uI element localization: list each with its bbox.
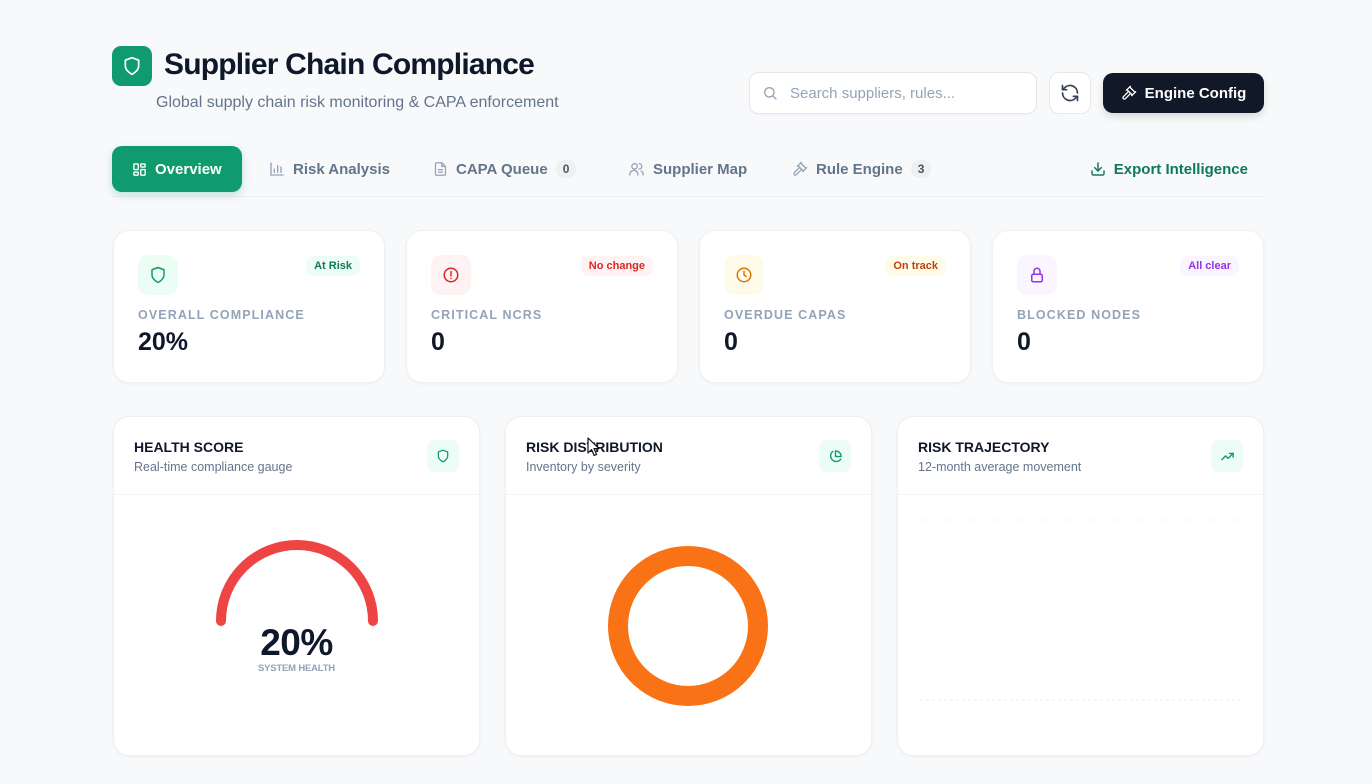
panel-subtitle: Real-time compliance gauge	[134, 460, 293, 474]
donut-ring	[608, 546, 768, 706]
search-box[interactable]	[749, 72, 1037, 114]
app-logo	[112, 46, 152, 86]
gavel-icon	[793, 161, 808, 176]
stat-value: 20%	[138, 328, 189, 356]
stat-label: CRITICAL NCRS	[431, 308, 543, 322]
bar-chart-icon	[270, 162, 284, 176]
gauge-arc	[216, 540, 378, 626]
status-badge: All clear	[1180, 256, 1239, 276]
shield-icon	[124, 56, 140, 76]
panel-header: HEALTH SCORE Real-time compliance gauge	[114, 417, 479, 495]
stat-value: 0	[1017, 328, 1031, 356]
shield-icon	[437, 449, 449, 463]
stat-card-critical-ncrs: No change CRITICAL NCRS 0	[406, 230, 678, 383]
panel-icon-box	[1211, 440, 1243, 472]
tab-capa-queue[interactable]: CAPA Queue 0	[433, 146, 577, 192]
app-root: Supplier Chain Compliance Global supply …	[112, 0, 1264, 756]
panel-icon-box	[427, 440, 459, 472]
stat-label: BLOCKED NODES	[1017, 308, 1142, 322]
rule-engine-count-badge: 3	[910, 160, 932, 178]
risk-trajectory-panel: RISK TRAJECTORY 12-month average movemen…	[897, 416, 1264, 756]
risk-donut-chart	[608, 546, 768, 706]
trending-up-icon	[1220, 452, 1234, 460]
mouse-cursor-icon	[587, 437, 600, 457]
stat-icon-box	[1017, 255, 1057, 295]
document-icon	[434, 162, 447, 176]
tab-label: CAPA Queue	[456, 160, 548, 178]
alert-circle-icon	[443, 267, 459, 283]
clock-icon	[736, 267, 752, 283]
search-input[interactable]	[790, 84, 1020, 102]
stat-card-blocked-nodes: All clear BLOCKED NODES 0	[992, 230, 1264, 383]
search-icon	[764, 87, 777, 100]
panel-subtitle: Inventory by severity	[526, 460, 641, 474]
engine-config-button[interactable]: Engine Config	[1103, 73, 1264, 113]
status-badge: On track	[885, 256, 946, 276]
stat-card-overall-compliance: At Risk OVERALL COMPLIANCE 20%	[113, 230, 385, 383]
tab-label: Overview	[155, 160, 222, 178]
health-score-panel: HEALTH SCORE Real-time compliance gauge …	[113, 416, 480, 756]
tab-label: Supplier Map	[653, 160, 748, 178]
risk-distribution-panel: RISK DISTRIBUTION Inventory by severity	[505, 416, 872, 756]
tab-bar: Overview Risk Analysis CAPA Queue 0 Supp…	[112, 146, 1264, 197]
panel-icon-box	[819, 440, 851, 472]
download-icon	[1091, 162, 1105, 176]
stat-label: OVERALL COMPLIANCE	[138, 308, 305, 322]
stat-card-overdue-capas: On track OVERDUE CAPAS 0	[699, 230, 971, 383]
capa-queue-count-badge: 0	[555, 160, 577, 178]
panel-subtitle: 12-month average movement	[918, 460, 1082, 474]
refresh-icon	[1061, 84, 1079, 102]
page-title: Supplier Chain Compliance	[164, 48, 535, 81]
stat-label: OVERDUE CAPAS	[724, 308, 847, 322]
stat-value: 0	[431, 328, 445, 356]
stat-value: 0	[724, 328, 738, 356]
tab-overview[interactable]: Overview	[112, 146, 242, 192]
pie-chart-icon	[829, 449, 842, 462]
shield-icon	[151, 266, 165, 284]
export-intelligence-button[interactable]: Export Intelligence	[1090, 146, 1248, 192]
status-badge: At Risk	[306, 256, 360, 276]
status-badge: No change	[580, 256, 653, 276]
gauge-value: 20%	[260, 622, 333, 663]
panel-title: RISK TRAJECTORY	[918, 439, 1050, 455]
gavel-icon	[1121, 85, 1137, 100]
health-gauge	[216, 540, 378, 626]
tab-supplier-map[interactable]: Supplier Map	[628, 146, 747, 192]
tab-label: Risk Analysis	[293, 160, 390, 178]
stat-icon-box	[724, 255, 764, 295]
page-header: Supplier Chain Compliance Global supply …	[112, 0, 1264, 130]
stat-icon-box	[431, 255, 471, 295]
panel-title: HEALTH SCORE	[134, 439, 244, 455]
panel-header: RISK TRAJECTORY 12-month average movemen…	[898, 417, 1263, 495]
users-icon	[629, 163, 644, 176]
stat-icon-box	[138, 255, 178, 295]
tab-label: Rule Engine	[816, 160, 903, 178]
grid-icon	[133, 162, 146, 176]
tab-risk-analysis[interactable]: Risk Analysis	[269, 146, 390, 192]
tab-rule-engine[interactable]: Rule Engine 3	[792, 146, 932, 192]
engine-config-label: Engine Config	[1144, 84, 1247, 102]
gauge-label: SYSTEM HEALTH	[258, 663, 335, 674]
refresh-button[interactable]	[1049, 72, 1091, 114]
trajectory-chart-area	[920, 519, 1243, 701]
lock-icon	[1031, 267, 1043, 283]
export-label: Export Intelligence	[1113, 160, 1248, 178]
page-subtitle: Global supply chain risk monitoring & CA…	[156, 94, 559, 111]
